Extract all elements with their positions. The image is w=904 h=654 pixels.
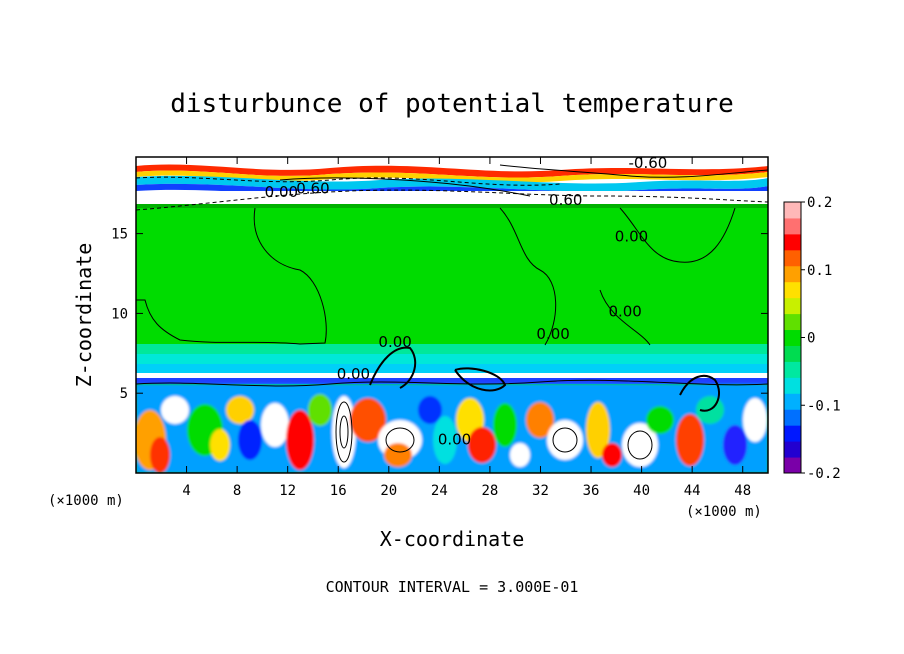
y-tick-label: 10 — [111, 306, 128, 322]
contour-label: 0.00 — [265, 183, 298, 201]
mid-band-cyan — [136, 364, 768, 373]
colorbar-tick-label: 0 — [807, 331, 815, 347]
contour-label: 0.00 — [438, 430, 471, 448]
contour-label: 0.60 — [549, 191, 582, 209]
x-tick-label: 48 — [734, 483, 751, 499]
colorbar-swatch — [784, 249, 801, 267]
colorbar-swatch — [784, 345, 801, 362]
colorbar-tick-label: -0.2 — [807, 466, 841, 482]
contour-interval-note: CONTOUR INTERVAL = 3.000E-01 — [326, 578, 579, 596]
y-tick-label: 5 — [120, 386, 128, 402]
upper-band-bottom-white — [136, 191, 768, 204]
plot-frame — [135, 156, 769, 474]
y-axis: 5 10 15 — [111, 227, 768, 402]
contour-label: 0.00 — [337, 365, 370, 383]
mid-band-blue — [136, 378, 768, 384]
x-tick-label: 24 — [431, 483, 448, 499]
x-tick-label: 16 — [330, 483, 347, 499]
colorbar-swatch — [784, 361, 801, 378]
colorbar-swatch — [784, 409, 801, 426]
mid-band-aqua-1 — [136, 344, 768, 354]
colorbar-tick-label: -0.1 — [807, 398, 841, 414]
x-axis-label: X-coordinate — [380, 527, 525, 551]
chart-title: disturbunce of potential temperature — [170, 89, 734, 119]
colorbar-swatch — [784, 393, 801, 410]
contour-label: 0.00 — [608, 303, 641, 321]
colorbar-swatch — [784, 441, 801, 458]
mid-band-white — [136, 373, 768, 378]
y-axis-label: Z-coordinate — [72, 243, 96, 388]
x-tick-label: 8 — [233, 483, 241, 499]
colorbar-swatch — [784, 202, 801, 219]
colorbar-swatch — [784, 217, 801, 235]
contour-lines — [136, 164, 768, 463]
contour-labels: 0.000.000.000.000.000.000.000.600.60-0.6… — [265, 154, 668, 448]
x-axis: 4 8 12 16 20 24 28 32 36 40 44 48 — [182, 157, 751, 499]
contour-label: 0.60 — [296, 180, 329, 198]
colorbar-swatch — [784, 297, 801, 315]
x-tick-label: 32 — [532, 483, 549, 499]
colorbar-swatch — [784, 313, 801, 331]
mid-band-aqua-2 — [136, 354, 768, 364]
x-tick-label: 20 — [380, 483, 397, 499]
tropopause-green — [136, 204, 768, 208]
colorbar-tick-label: 0.1 — [807, 263, 832, 279]
upper-band-red — [136, 164, 768, 178]
colorbar-swatch — [784, 233, 801, 251]
contour-label: -0.60 — [629, 154, 668, 172]
colorbar-swatch — [784, 425, 801, 442]
contour-label: 0.00 — [615, 228, 648, 246]
colorbar-swatch — [784, 265, 801, 283]
troposphere-green — [136, 208, 768, 344]
colorbar-swatch — [784, 377, 801, 394]
colorbar: 0.2 0.1 0 -0.1 -0.2 — [783, 195, 841, 482]
contour-label: 0.00 — [536, 325, 569, 343]
boundary-layer — [136, 384, 768, 473]
x-unit-label-left: (×1000 m) — [48, 493, 124, 509]
colorbar-swatch — [784, 329, 801, 346]
colorbar-tick-label: 0.2 — [807, 195, 832, 211]
y-tick-label: 15 — [111, 227, 128, 243]
x-unit-label-right: (×1000 m) — [686, 504, 762, 520]
plot-area: 0.000.000.000.000.000.000.000.600.60-0.6… — [136, 154, 768, 473]
x-tick-label: 28 — [481, 483, 498, 499]
x-tick-label: 44 — [684, 483, 701, 499]
colorbar-swatch — [784, 281, 801, 299]
x-tick-label: 4 — [182, 483, 190, 499]
x-tick-label: 36 — [583, 483, 600, 499]
colorbar-swatch — [784, 457, 801, 474]
x-tick-label: 12 — [279, 483, 296, 499]
x-tick-label: 40 — [633, 483, 650, 499]
contour-label: 0.00 — [378, 333, 411, 351]
